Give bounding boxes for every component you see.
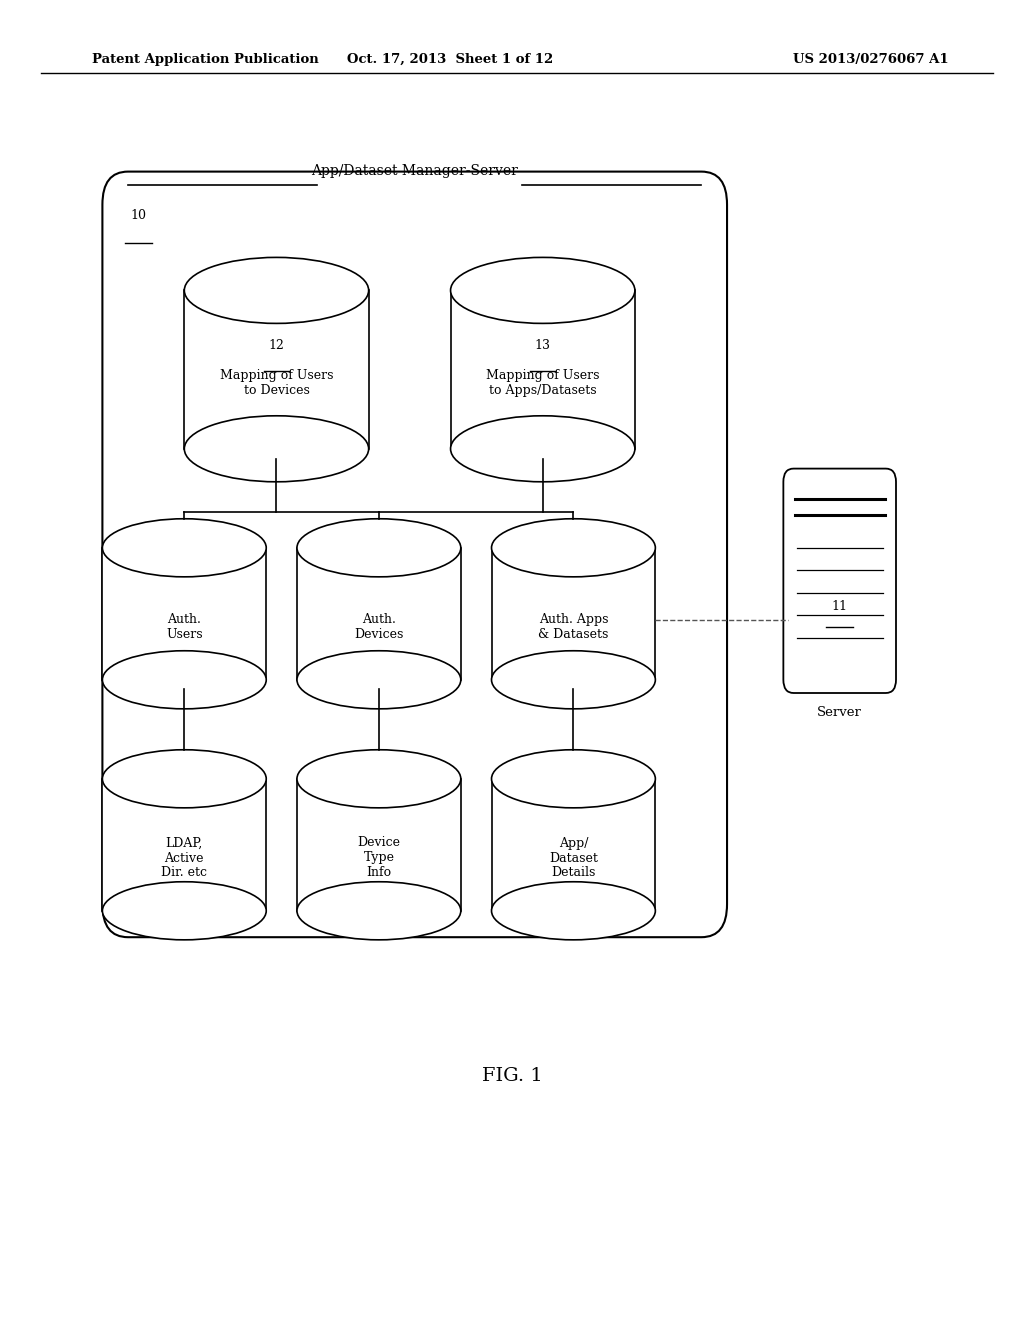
Ellipse shape <box>492 651 655 709</box>
Ellipse shape <box>451 257 635 323</box>
Text: FIG. 1: FIG. 1 <box>481 1067 543 1085</box>
Ellipse shape <box>297 651 461 709</box>
Bar <box>451 290 635 449</box>
Ellipse shape <box>102 519 266 577</box>
Text: Patent Application Publication: Patent Application Publication <box>92 53 318 66</box>
Text: Server: Server <box>817 706 862 719</box>
Ellipse shape <box>297 882 461 940</box>
Ellipse shape <box>102 750 266 808</box>
Bar <box>297 779 461 911</box>
FancyBboxPatch shape <box>783 469 896 693</box>
Text: 12: 12 <box>268 339 285 352</box>
Ellipse shape <box>102 750 266 808</box>
Ellipse shape <box>297 750 461 808</box>
Text: Oct. 17, 2013  Sheet 1 of 12: Oct. 17, 2013 Sheet 1 of 12 <box>347 53 554 66</box>
Text: US 2013/0276067 A1: US 2013/0276067 A1 <box>793 53 948 66</box>
Bar <box>184 290 369 449</box>
Text: Device
Type
Info: Device Type Info <box>357 837 400 879</box>
Ellipse shape <box>492 882 655 940</box>
Ellipse shape <box>102 519 266 577</box>
Ellipse shape <box>451 416 635 482</box>
Text: Auth. Apps
& Datasets: Auth. Apps & Datasets <box>539 612 608 642</box>
Bar <box>102 548 266 680</box>
Text: 10: 10 <box>130 209 146 222</box>
Text: App/
Dataset
Details: App/ Dataset Details <box>549 837 598 879</box>
Ellipse shape <box>102 651 266 709</box>
Bar <box>492 779 655 911</box>
Text: Auth.
Devices: Auth. Devices <box>354 612 403 642</box>
Ellipse shape <box>297 750 461 808</box>
Ellipse shape <box>184 416 369 482</box>
Ellipse shape <box>102 882 266 940</box>
Ellipse shape <box>492 750 655 808</box>
Ellipse shape <box>297 519 461 577</box>
Text: Mapping of Users
to Apps/Datasets: Mapping of Users to Apps/Datasets <box>486 368 599 397</box>
Text: App/Dataset Manager-Server: App/Dataset Manager-Server <box>311 164 518 178</box>
Text: Auth.
Users: Auth. Users <box>166 612 203 642</box>
Text: LDAP,
Active
Dir. etc: LDAP, Active Dir. etc <box>162 837 207 879</box>
Ellipse shape <box>184 257 369 323</box>
Ellipse shape <box>184 257 369 323</box>
Ellipse shape <box>492 519 655 577</box>
Ellipse shape <box>451 257 635 323</box>
FancyBboxPatch shape <box>102 172 727 937</box>
Bar <box>297 548 461 680</box>
Text: 11: 11 <box>831 599 848 612</box>
Text: 13: 13 <box>535 339 551 352</box>
Bar <box>492 548 655 680</box>
Ellipse shape <box>492 519 655 577</box>
Ellipse shape <box>297 519 461 577</box>
Bar <box>102 779 266 911</box>
Text: Mapping of Users
to Devices: Mapping of Users to Devices <box>220 368 333 397</box>
Ellipse shape <box>492 750 655 808</box>
